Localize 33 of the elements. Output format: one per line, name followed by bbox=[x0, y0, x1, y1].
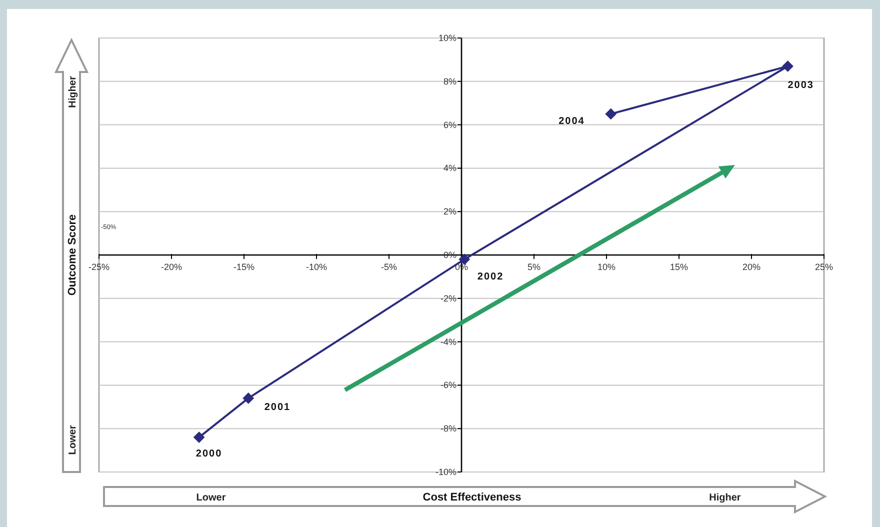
y-tick-label: 2% bbox=[443, 206, 456, 217]
y-tick-label: -6% bbox=[440, 380, 456, 390]
x-tick-label: -15% bbox=[233, 262, 255, 272]
text: Higher bbox=[709, 492, 741, 504]
x-tick-label: 10% bbox=[597, 262, 616, 272]
x-tick-label: 20% bbox=[742, 262, 761, 272]
point bbox=[242, 392, 254, 404]
annotation: 2001 bbox=[264, 402, 291, 414]
y-tick-label: -8% bbox=[440, 424, 456, 434]
point bbox=[782, 60, 794, 72]
x-tick-label: -10% bbox=[306, 262, 328, 272]
annotation: 2002 bbox=[477, 271, 504, 282]
y-tick-label: 10% bbox=[438, 33, 456, 43]
point bbox=[194, 432, 205, 443]
y-tick-label: 6% bbox=[443, 120, 456, 130]
x-tick-label: 15% bbox=[670, 262, 688, 272]
y-tick-label: -2% bbox=[440, 293, 456, 304]
x-tick-label: -20% bbox=[160, 262, 182, 272]
annotation: 2004 bbox=[558, 116, 585, 127]
x-tick-label: -5% bbox=[380, 262, 398, 272]
annotation: 2000 bbox=[196, 448, 222, 460]
annotation: 2003 bbox=[788, 80, 814, 92]
y-tick-label: 4% bbox=[443, 163, 456, 174]
y-tick-label: 8% bbox=[443, 76, 456, 86]
point bbox=[605, 108, 616, 120]
text: Lower bbox=[68, 425, 78, 455]
y-tick-label: -10% bbox=[435, 467, 456, 477]
text: Lower bbox=[196, 492, 226, 504]
y-tick-label: -4% bbox=[440, 336, 456, 347]
x-axis-title: Cost Effectiveness bbox=[422, 492, 522, 504]
text: Higher bbox=[68, 76, 78, 108]
y-axis-title: Outcome Score bbox=[66, 214, 78, 296]
x-tick-label: 5% bbox=[527, 262, 541, 272]
